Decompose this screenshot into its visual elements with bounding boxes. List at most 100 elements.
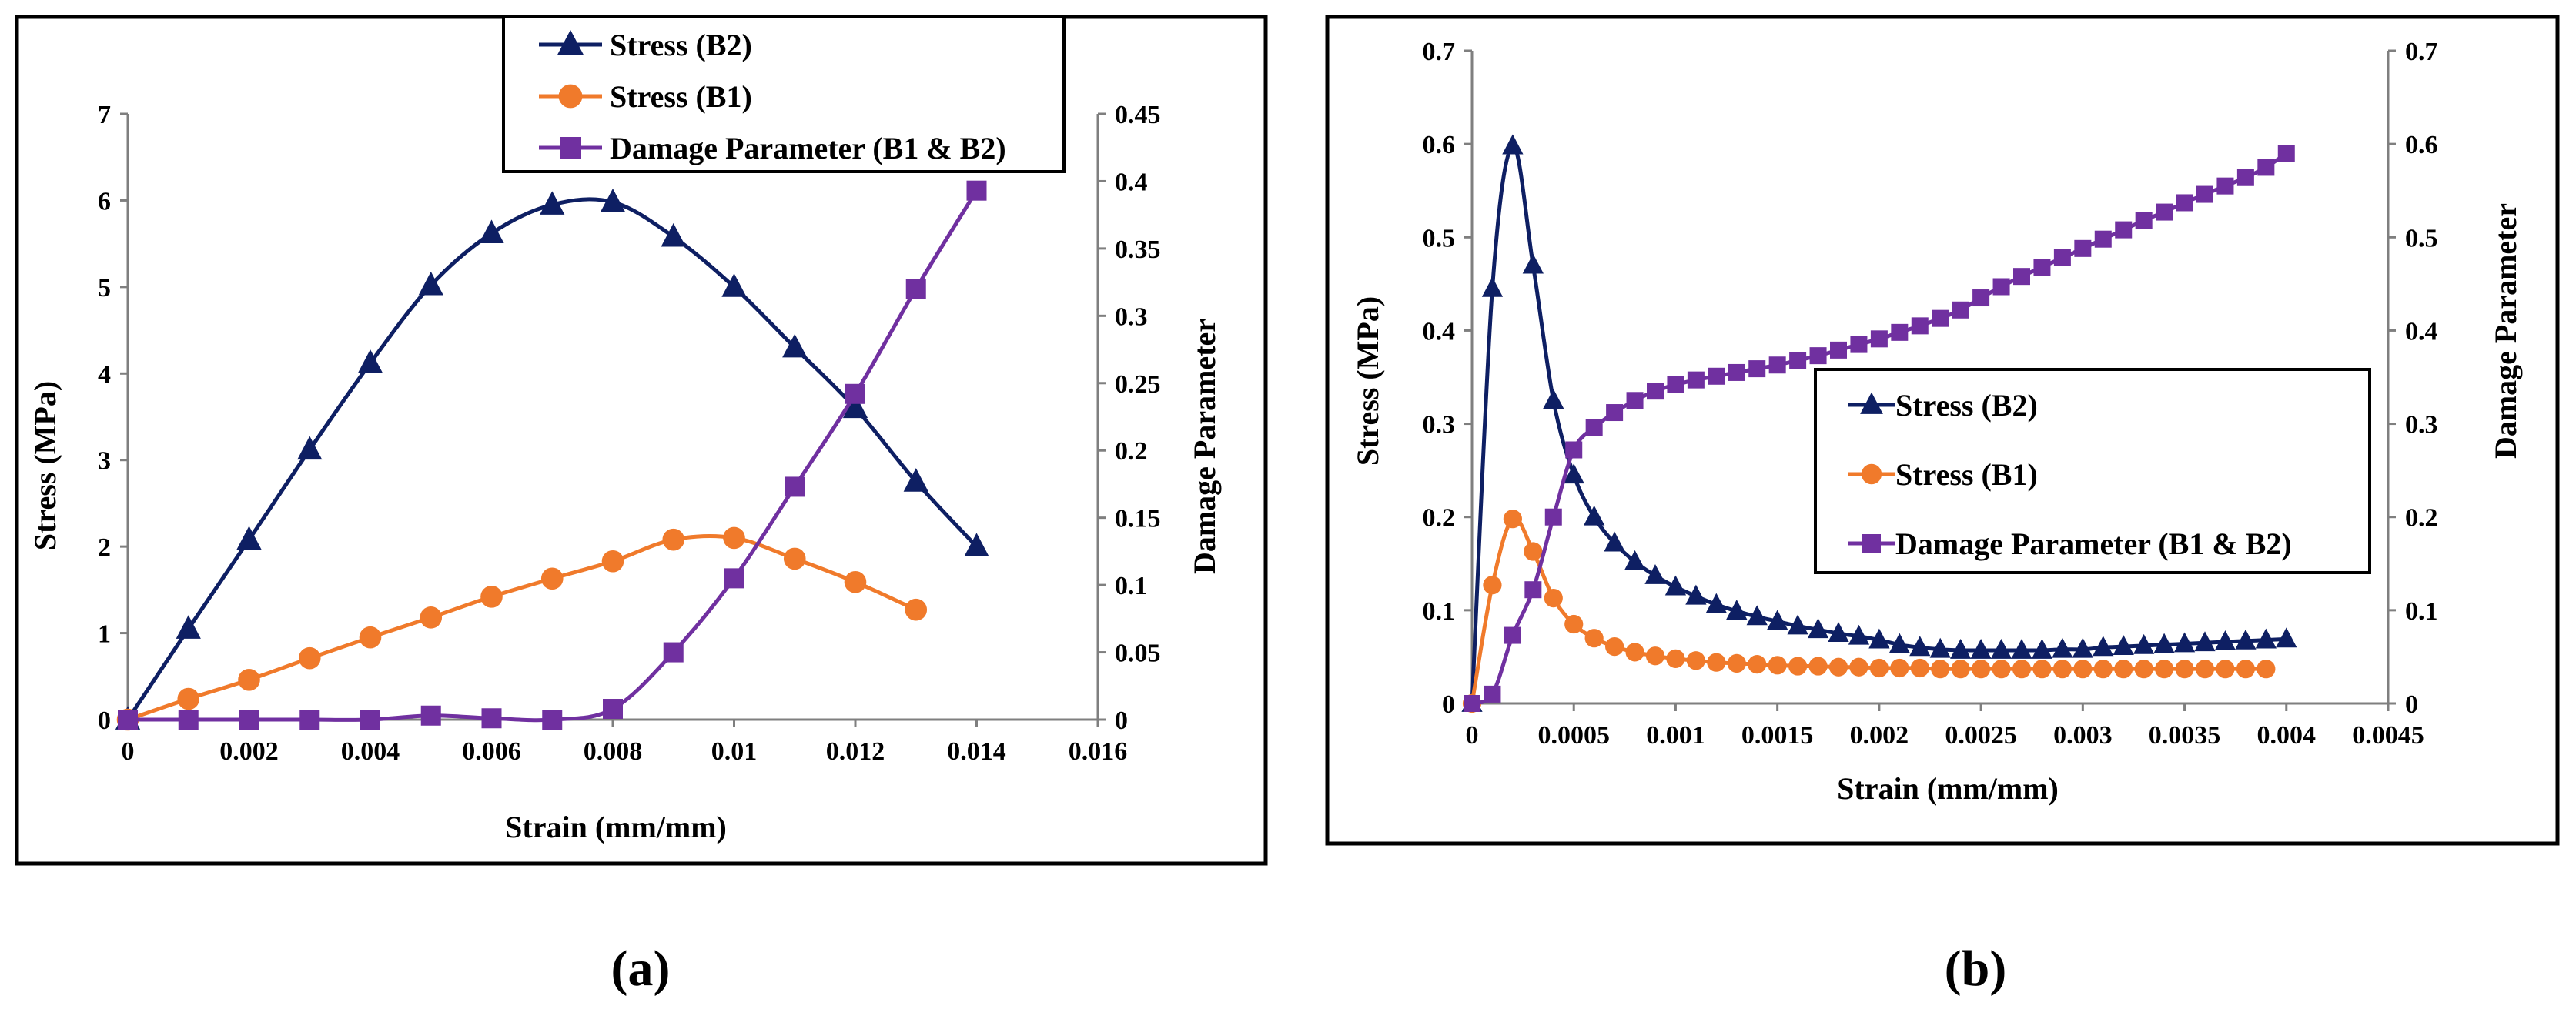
data-point-b1	[359, 626, 382, 649]
x-tick-label: 0.0005	[1537, 721, 1610, 750]
legend-label-b2: Stress (B2)	[1895, 388, 2038, 423]
y-tick-label: 0.7	[1423, 38, 1456, 66]
data-point-b1	[1849, 657, 1868, 677]
data-point-damage	[905, 279, 926, 299]
data-point-damage	[1565, 441, 1583, 459]
data-point-b1	[420, 606, 443, 629]
x-tick-label: 0.0035	[2149, 721, 2221, 750]
chart-b: 0 0.0005 0.001 0.0015 0.002 0.0025 0.003 0.0035…	[1325, 15, 2560, 997]
y2-tick-label: 0.2	[2405, 504, 2438, 533]
data-point-damage	[1768, 356, 1786, 374]
data-point-b1	[1992, 660, 2011, 679]
x-tick-label: 0.01	[711, 737, 758, 766]
chart-a-ylabel: Stress (MPa)	[28, 381, 62, 550]
data-point-b2	[1543, 389, 1564, 409]
data-point-damage	[542, 710, 563, 730]
y-tick-label: 7	[98, 101, 111, 129]
data-point-damage	[1667, 376, 1684, 393]
data-point-damage	[2176, 194, 2193, 212]
data-point-b2	[236, 526, 262, 550]
data-point-b1	[844, 570, 867, 593]
data-point-b1	[1869, 658, 1889, 678]
data-point-b2	[2235, 629, 2257, 650]
data-point-b1	[1503, 510, 1522, 529]
y-tick-label: 0.5	[1423, 224, 1456, 252]
data-point-b1	[238, 668, 260, 691]
data-point-damage	[663, 642, 684, 663]
data-point-damage	[1544, 508, 1562, 526]
data-point-b1	[1544, 589, 1563, 608]
data-point-b2	[1563, 463, 1584, 484]
data-point-b2	[357, 349, 383, 373]
data-point-damage	[239, 710, 259, 730]
data-point-damage	[2115, 221, 2133, 239]
data-point-damage	[178, 710, 199, 730]
x-tick-label: 0.003	[2053, 721, 2113, 750]
chart-b-panel-label: (b)	[1945, 941, 2007, 997]
data-point-b1	[1666, 649, 1685, 668]
y2-tick-label: 0.45	[1115, 101, 1161, 129]
data-point-b1	[662, 528, 685, 551]
y-tick-label: 6	[98, 187, 111, 215]
data-point-b2	[2276, 627, 2297, 648]
y2-tick-label: 0	[2405, 690, 2418, 719]
data-point-b2	[661, 222, 686, 247]
y2-tick-label: 0	[1115, 707, 1128, 735]
data-point-b2	[2011, 638, 2032, 659]
legend-label-damage: Damage Parameter (B1 & B2)	[610, 131, 1006, 165]
data-point-damage	[1585, 419, 1603, 436]
y2-tick-label: 0.4	[1115, 168, 1148, 196]
x-tick-label: 0	[122, 737, 135, 766]
data-point-b1	[1768, 656, 1787, 675]
data-point-b1	[2093, 660, 2113, 679]
data-point-b2	[1970, 638, 1992, 659]
data-point-b1	[1808, 657, 1828, 676]
data-point-b1	[723, 526, 745, 550]
y-tick-label: 0.6	[1423, 131, 1456, 159]
data-point-damage	[299, 710, 320, 730]
data-point-b2	[1685, 584, 1707, 605]
chart-a-axes: 0 0.002 0.004 0.006 0.008 0.01 0.012 0.014 0.016…	[98, 101, 1161, 766]
y-tick-label: 0.4	[1423, 317, 1456, 346]
y2-tick-label: 0.25	[1115, 370, 1161, 399]
data-point-b1	[1605, 637, 1624, 657]
y2-tick-label: 0.5	[2405, 224, 2438, 252]
data-point-damage	[1464, 695, 1480, 712]
data-point-b1	[2175, 660, 2194, 679]
x-tick-label: 0.0045	[2352, 721, 2424, 750]
data-point-b1	[1584, 629, 1604, 648]
legend-marker-b1	[1861, 463, 1882, 485]
chart-a-y2label: Damage Parameter	[1187, 319, 1222, 574]
legend-marker-b2	[1860, 392, 1883, 414]
data-point-damage	[966, 180, 987, 201]
legend-label-damage: Damage Parameter (B1 & B2)	[1895, 526, 2292, 561]
data-point-b2	[2153, 633, 2175, 653]
data-point-b2	[1909, 636, 1931, 657]
y-tick-label: 3	[98, 447, 111, 476]
y2-tick-label: 0.1	[1115, 572, 1148, 600]
data-point-damage	[2135, 212, 2153, 229]
data-point-b2	[842, 394, 868, 419]
legend-label-b1: Stress (B1)	[1895, 457, 2038, 492]
data-point-b1	[1625, 643, 1644, 662]
data-point-b1	[1686, 651, 1705, 670]
x-tick-label: 0.002	[219, 737, 279, 766]
data-point-b2	[1604, 531, 1625, 552]
data-point-b2	[2072, 637, 2093, 658]
data-point-b1	[480, 586, 503, 608]
y2-tick-label: 0.2	[1115, 437, 1148, 466]
y2-tick-label: 0.3	[1115, 302, 1148, 331]
x-tick-label: 0.016	[1069, 737, 1128, 766]
data-point-damage	[1911, 317, 1929, 335]
y-tick-label: 5	[98, 274, 111, 302]
data-point-b1	[1972, 660, 1991, 679]
data-point-damage	[420, 705, 441, 726]
data-point-damage	[724, 568, 744, 589]
chart-b-ylabel: Stress (MPa)	[1350, 296, 1385, 466]
data-point-b1	[1931, 660, 1950, 679]
data-point-b2	[297, 436, 323, 460]
y-tick-label: 4	[98, 360, 111, 389]
data-point-damage	[1524, 581, 1542, 599]
data-point-b2	[418, 271, 443, 296]
